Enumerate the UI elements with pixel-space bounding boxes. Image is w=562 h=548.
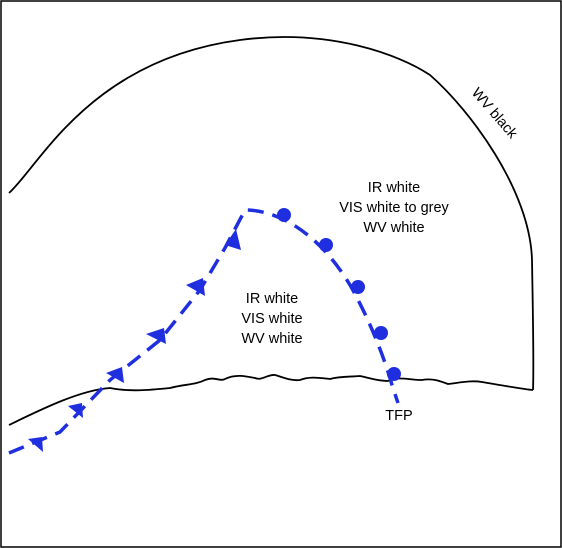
cloud-outer-boundary bbox=[8, 36, 535, 391]
inner-region-line2: VIS white bbox=[241, 311, 302, 327]
inner-region-line1: IR white bbox=[246, 291, 298, 307]
inner-region-line3: WV white bbox=[241, 331, 302, 347]
warm-front-semicircles bbox=[277, 208, 401, 381]
warm-front-semicircle bbox=[277, 208, 291, 222]
cold-front-triangle bbox=[146, 328, 166, 344]
warm-front-semicircle bbox=[387, 367, 401, 381]
cold-front-triangle bbox=[28, 437, 43, 452]
warm-front-semicircle bbox=[374, 326, 388, 340]
tfp-label: TFP bbox=[385, 408, 412, 424]
cold-front-triangle bbox=[106, 367, 124, 383]
cold-front-triangles bbox=[28, 229, 241, 452]
cold-front-triangle bbox=[186, 278, 205, 296]
warm-front-semicircle bbox=[351, 280, 365, 294]
upper-region-line3: WV white bbox=[363, 220, 424, 236]
cloud-lower-edge bbox=[8, 374, 534, 426]
warm-front-semicircle bbox=[319, 238, 333, 252]
upper-region-line1: IR white bbox=[368, 180, 420, 196]
front-line bbox=[8, 208, 400, 455]
upper-region-line2: VIS white to grey bbox=[339, 200, 449, 216]
cold-front-triangle bbox=[68, 403, 83, 418]
cold-front-triangle bbox=[225, 229, 241, 250]
